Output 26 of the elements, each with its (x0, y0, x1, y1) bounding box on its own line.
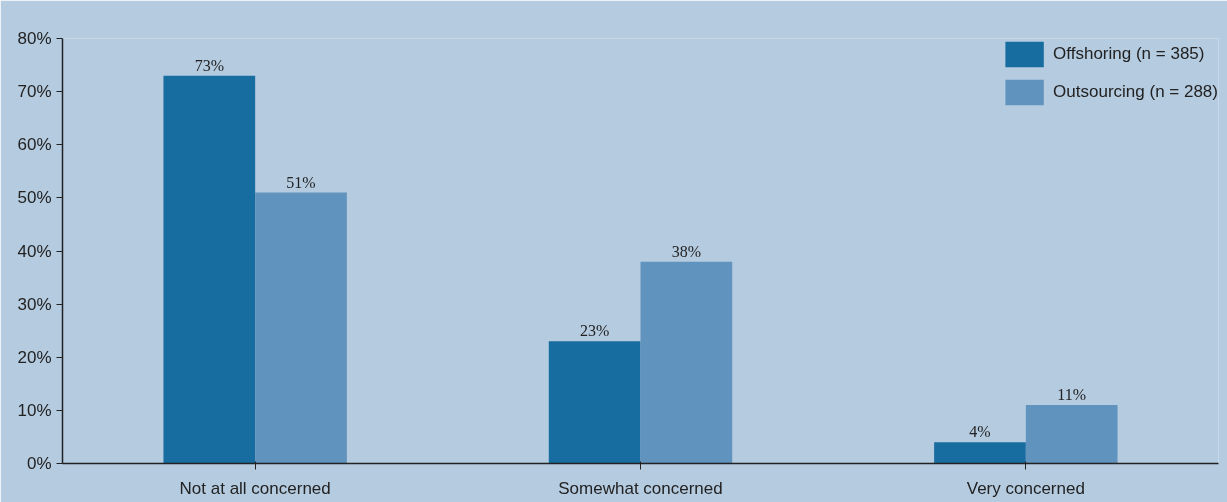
x-tick-label: Somewhat concerned (558, 478, 723, 498)
data-label: 51% (286, 173, 316, 191)
y-tick-label: 20% (17, 347, 52, 367)
data-label: 23% (579, 322, 610, 340)
y-tick-label: 0% (26, 454, 52, 473)
data-label: 73% (194, 56, 224, 74)
bar (640, 261, 733, 464)
bar (934, 442, 1026, 464)
x-tick-label: Not at all concerned (179, 478, 331, 498)
bar (1025, 405, 1118, 464)
y-tick-label: 10% (17, 400, 52, 420)
legend-label: Offshoring (n = 385) (1053, 44, 1205, 64)
y-tick-label: 50% (17, 188, 52, 208)
bar (163, 75, 256, 464)
y-tick-label: 70% (17, 82, 52, 102)
legend-label: Outsourcing (n = 288) (1053, 82, 1218, 102)
y-tick-label: 60% (17, 135, 52, 155)
data-label: 38% (671, 242, 702, 260)
y-tick-label: 40% (17, 241, 52, 261)
data-label: 4% (969, 423, 991, 441)
y-tick-label: 80% (17, 29, 52, 48)
bar (255, 192, 347, 464)
y-tick-label: 30% (17, 294, 52, 314)
x-tick-label: Very concerned (966, 478, 1085, 498)
data-label: 11% (1057, 386, 1087, 404)
bar (548, 341, 641, 464)
